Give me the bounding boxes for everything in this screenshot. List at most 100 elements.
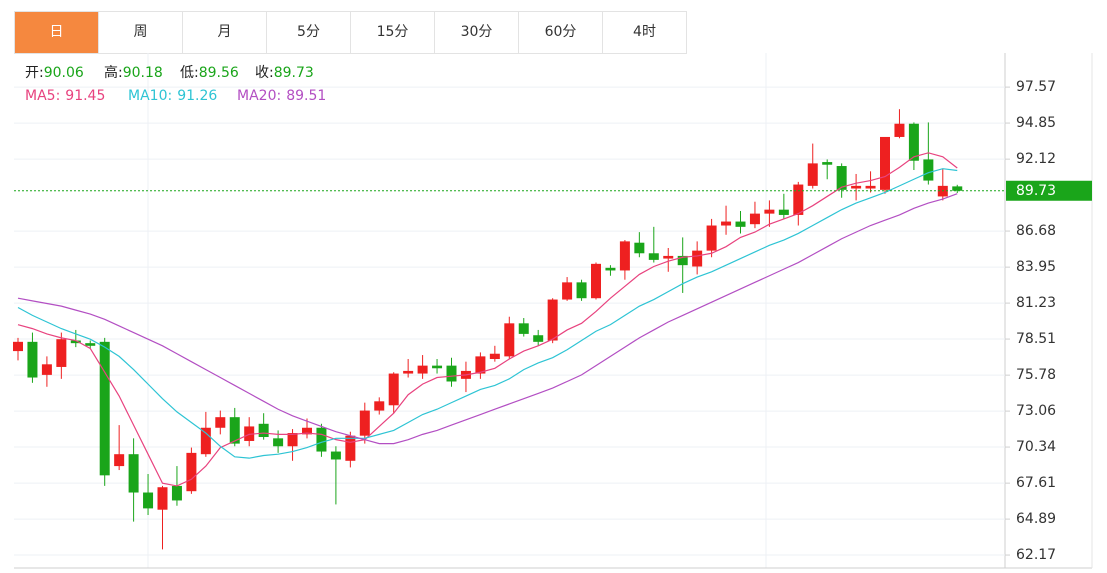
period-tab[interactable]: 周 [99, 12, 183, 53]
candle-body [663, 255, 674, 259]
candle-body [865, 185, 876, 189]
candle-body [27, 341, 38, 378]
candle-body [880, 136, 890, 190]
period-tab[interactable]: 15分 [351, 12, 435, 53]
candle-body [432, 365, 443, 369]
candle-body [807, 163, 818, 186]
candle-body [258, 423, 269, 438]
ohlc-value: 90.06 [44, 65, 84, 81]
candle-body [923, 159, 934, 181]
y-tick-label: 64.89 [1016, 511, 1056, 527]
ma-label: MA20: [237, 88, 281, 104]
candle-body [229, 417, 240, 444]
ohlc-info: 低:89.56 [180, 65, 239, 81]
ohlc-label: 低: [180, 65, 199, 81]
ma-value: 91.45 [65, 88, 105, 104]
ohlc-value: 90.18 [123, 65, 163, 81]
y-tick-label: 94.85 [1016, 115, 1056, 131]
candle-body [533, 335, 544, 342]
candle-body [13, 341, 23, 352]
candle-body [749, 213, 760, 225]
candle-body [388, 373, 399, 406]
ma-value: 91.26 [177, 88, 217, 104]
candle-body [591, 263, 601, 299]
candle-body [330, 451, 341, 460]
candle-body [374, 401, 385, 411]
candle-body [634, 242, 645, 254]
candle-body [215, 417, 226, 428]
y-tick-label: 86.68 [1016, 223, 1056, 239]
ohlc-info: 高:90.18 [104, 64, 163, 81]
candle-body [489, 353, 500, 360]
ohlc-value: 89.73 [274, 65, 314, 81]
candle-body [128, 454, 139, 493]
candle-body [171, 485, 182, 501]
period-tab[interactable]: 60分 [519, 12, 603, 53]
candle-body [475, 356, 486, 374]
candle-body [114, 454, 125, 467]
ohlc-label: 收: [255, 65, 274, 81]
y-tick-label: 62.17 [1016, 547, 1056, 563]
candle-body [359, 410, 370, 436]
ma-info: MA20: 89.51 [237, 88, 326, 104]
y-tick-label: 75.78 [1016, 367, 1056, 383]
candle-body [822, 162, 833, 165]
ma-info: MA5: 91.45 [25, 88, 105, 104]
candle-body [186, 452, 197, 492]
candle-body [518, 323, 529, 334]
candle-body [721, 221, 732, 226]
ma-line [17, 152, 958, 487]
period-tab[interactable]: 5分 [267, 12, 351, 53]
y-tick-label: 81.23 [1016, 295, 1056, 311]
ohlc-label: 高: [104, 64, 123, 81]
last-price-box [1006, 180, 1092, 201]
candle-body [952, 186, 963, 191]
candle-body [41, 364, 52, 375]
candle-body [287, 433, 298, 447]
candle-body [200, 427, 211, 455]
candle-body [316, 427, 327, 452]
candle-body [836, 166, 847, 190]
ma-value: 89.51 [286, 88, 326, 104]
y-tick-label: 70.34 [1016, 439, 1056, 455]
candle-body [908, 123, 919, 161]
candle-body [417, 365, 428, 374]
ohlc-label: 开: [25, 65, 44, 81]
ma-label: MA10: [128, 88, 172, 104]
candle-body [403, 370, 414, 374]
ohlc-info: 开:90.06 [25, 65, 84, 81]
candle-body [677, 255, 688, 266]
candle-body [273, 438, 284, 447]
period-tab[interactable]: 30分 [435, 12, 519, 53]
candle-body [244, 426, 255, 441]
candle-body [143, 492, 154, 509]
ohlc-info: 收:89.73 [255, 65, 314, 81]
ma-line [17, 193, 958, 445]
candle-body [504, 323, 515, 357]
period-tab[interactable]: 日 [15, 12, 99, 53]
candle-body [547, 299, 558, 341]
candle-body [619, 241, 630, 271]
candle-body [793, 184, 804, 215]
candle-body [446, 365, 457, 382]
candle-body [302, 427, 312, 435]
candle-body [345, 435, 356, 461]
y-tick-label: 92.12 [1016, 151, 1056, 167]
period-tab[interactable]: 月 [183, 12, 267, 53]
candle-body [706, 225, 717, 251]
candle-body [605, 267, 616, 271]
candle-body [764, 209, 775, 214]
candle-body [562, 282, 573, 300]
candle-body [99, 341, 110, 476]
period-tab[interactable]: 4时 [603, 12, 687, 53]
candle-body [576, 282, 587, 299]
y-tick-label: 83.95 [1016, 259, 1056, 275]
ohlc-value: 89.56 [199, 65, 239, 81]
ma-line [17, 168, 958, 459]
candle-body [778, 209, 789, 215]
candle-body [56, 339, 67, 367]
candle-body [648, 253, 659, 260]
candle-body [735, 221, 746, 227]
